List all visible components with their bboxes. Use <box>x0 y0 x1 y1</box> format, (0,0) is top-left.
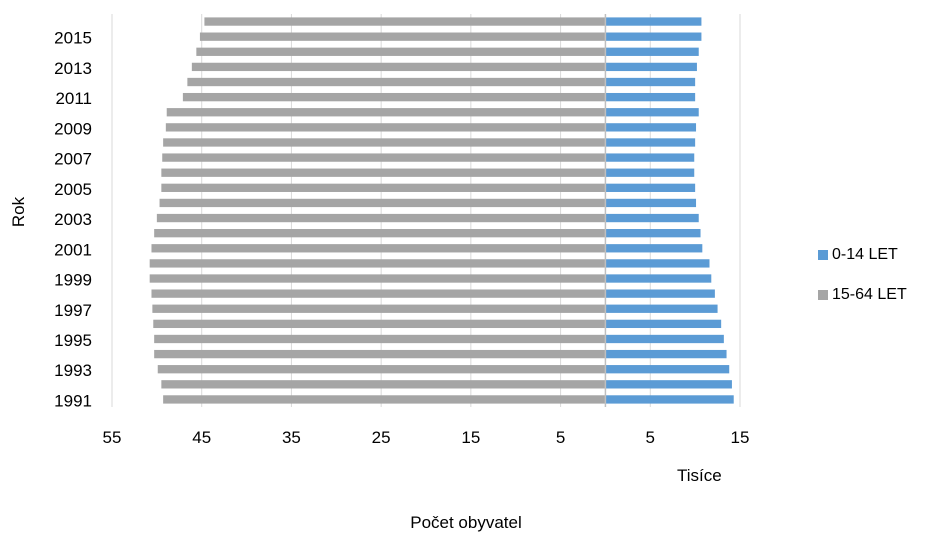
bar-15-64-2007 <box>162 153 606 162</box>
y-tick-label: 2011 <box>55 89 92 108</box>
bar-0-14-2002 <box>605 229 701 238</box>
bar-0-14-1997 <box>605 304 718 313</box>
bar-0-14-2011 <box>605 92 696 102</box>
bar-0-14-1992 <box>605 380 732 389</box>
bar-0-14-2009 <box>605 123 697 132</box>
bar-0-14-2007 <box>605 153 695 162</box>
y-tick-label: 2005 <box>54 180 92 199</box>
y-tick-label: 1997 <box>54 301 92 320</box>
bar-0-14-2014 <box>605 47 699 56</box>
y-tick-label: 2001 <box>54 240 92 259</box>
bar-0-14-2013 <box>605 62 697 72</box>
legend: 0-14 LET 15-64 LET <box>818 244 907 324</box>
legend-label-0-14: 0-14 LET <box>832 246 898 263</box>
x-tick-label: 15 <box>731 428 750 447</box>
y-tick-label: 2009 <box>54 119 92 138</box>
bar-15-64-1995 <box>154 334 606 344</box>
bars <box>149 17 734 404</box>
legend-item-0-14: 0-14 LET <box>818 244 907 266</box>
bar-15-64-1994 <box>154 349 606 359</box>
bar-15-64-2012 <box>187 77 606 87</box>
bar-0-14-2000 <box>605 259 710 268</box>
bar-15-64-1998 <box>151 289 606 298</box>
bar-0-14-2005 <box>605 183 696 192</box>
x-tick-label: 35 <box>282 428 301 447</box>
bar-15-64-2010 <box>166 108 606 117</box>
x-tick-label: 5 <box>646 428 655 447</box>
y-tick-label: 2007 <box>54 150 92 169</box>
bar-0-14-2012 <box>605 77 696 87</box>
bar-15-64-1991 <box>163 395 606 404</box>
bar-15-64-2011 <box>182 92 606 102</box>
x-tick-label: 5 <box>556 428 565 447</box>
bar-15-64-2013 <box>191 62 606 72</box>
bar-0-14-1993 <box>605 365 730 374</box>
bar-15-64-1993 <box>157 365 606 374</box>
y-tick-label: 1993 <box>54 361 92 380</box>
bar-0-14-2003 <box>605 213 699 223</box>
y-tick-label: 1995 <box>54 331 92 350</box>
x-tick-label: 45 <box>192 428 211 447</box>
bar-15-64-2008 <box>163 138 606 147</box>
bar-0-14-1999 <box>605 274 712 283</box>
legend-label-15-64: 15-64 LET <box>832 286 907 303</box>
axes: 55 45 35 25 15 5 5 1519911993199519971999200120… <box>54 14 749 447</box>
y-tick-label: 2003 <box>54 210 92 229</box>
bar-0-14-2016 <box>605 17 702 26</box>
bar-15-64-2004 <box>159 198 606 208</box>
bar-15-64-2001 <box>151 244 606 253</box>
legend-swatch-15-64 <box>818 290 828 300</box>
x-tick-label: 25 <box>372 428 391 447</box>
bar-15-64-2009 <box>165 123 606 132</box>
bar-15-64-2006 <box>161 168 606 177</box>
bar-15-64-2016 <box>204 17 606 26</box>
bar-15-64-2000 <box>149 259 606 268</box>
y-tick-label: 2015 <box>54 29 92 48</box>
legend-item-15-64: 15-64 LET <box>818 284 907 306</box>
bar-15-64-2002 <box>154 229 606 238</box>
bar-0-14-2001 <box>605 244 703 253</box>
y-tick-label: 2013 <box>54 59 92 78</box>
bar-15-64-1992 <box>161 380 606 389</box>
bar-0-14-1994 <box>605 349 727 359</box>
x-axis-title: Počet obyvatel <box>410 513 522 532</box>
bar-15-64-1996 <box>153 319 606 329</box>
bar-15-64-2003 <box>156 213 606 223</box>
gridlines <box>111 14 741 407</box>
y-tick-label: 1999 <box>54 271 92 290</box>
bar-15-64-2005 <box>161 183 606 192</box>
y-axis-title: Rok <box>9 196 28 227</box>
x-tick-label: 15 <box>461 428 480 447</box>
bar-0-14-2008 <box>605 138 696 147</box>
bar-0-14-2004 <box>605 198 697 208</box>
x-tick-label: 55 <box>103 428 122 447</box>
legend-swatch-0-14 <box>818 250 828 260</box>
bar-15-64-1997 <box>152 304 606 313</box>
x-axis-unit-label: Tisíce <box>677 466 722 485</box>
bar-0-14-2015 <box>605 32 702 41</box>
bar-15-64-2015 <box>199 32 606 41</box>
bar-15-64-2014 <box>196 47 606 56</box>
bar-0-14-2006 <box>605 168 695 177</box>
bar-15-64-1999 <box>149 274 606 283</box>
bar-0-14-2010 <box>605 108 699 117</box>
bar-0-14-1991 <box>605 395 734 404</box>
bar-0-14-1995 <box>605 334 724 344</box>
y-tick-label: 1991 <box>54 391 92 410</box>
bar-0-14-1998 <box>605 289 715 298</box>
bar-0-14-1996 <box>605 319 722 329</box>
